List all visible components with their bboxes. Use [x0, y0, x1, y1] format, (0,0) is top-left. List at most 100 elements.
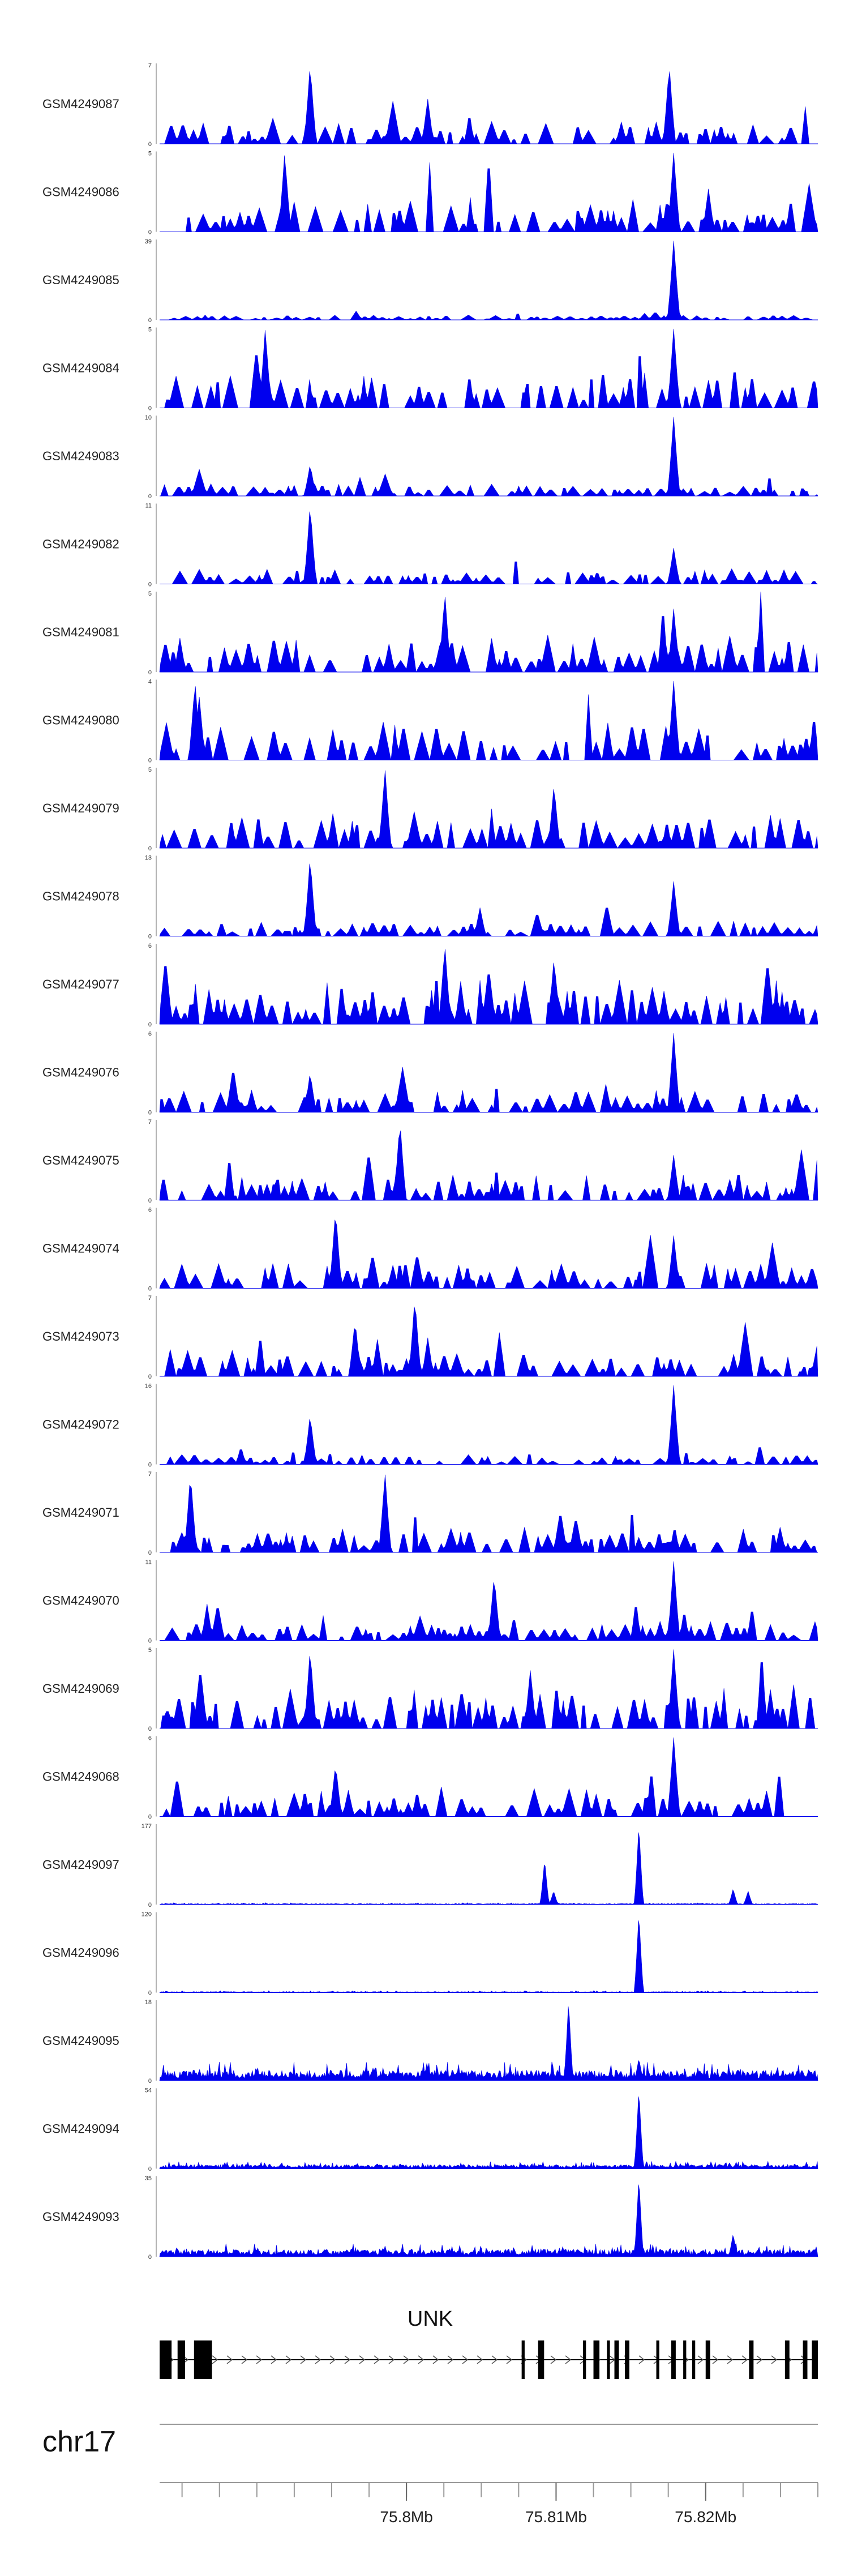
track-ymax-label: 7 [148, 1119, 152, 1126]
exon [683, 2340, 687, 2379]
track-label: GSM4249094 [42, 2122, 119, 2136]
track-label: GSM4249074 [42, 1242, 119, 1256]
track-GSM4249084: GSM4249084 5 0 [42, 327, 818, 412]
exon [749, 2340, 754, 2379]
track-GSM4249079: GSM4249079 5 0 [42, 767, 818, 852]
exon [194, 2340, 212, 2379]
track-label: GSM4249073 [42, 1329, 119, 1343]
exon [593, 2340, 600, 2379]
strand-arrow [447, 2355, 454, 2364]
strand-arrow [212, 2355, 218, 2364]
exon [671, 2340, 676, 2379]
track-ymax-label: 18 [145, 1999, 152, 2006]
track-ymin-label: 0 [148, 1462, 152, 1469]
track-GSM4249097: GSM4249097 177 0 [42, 1823, 818, 1909]
gene-exons [160, 2340, 818, 2379]
track-ymin-label: 0 [148, 317, 152, 324]
track-ymax-label: 39 [145, 238, 152, 245]
coverage-area [159, 1920, 818, 1993]
track-GSM4249086: GSM4249086 5 0 [42, 151, 818, 236]
strand-arrow [388, 2355, 395, 2364]
strand-arrow [271, 2355, 277, 2364]
track-ymax-label: 10 [145, 414, 152, 421]
track-GSM4249077: GSM4249077 6 0 [42, 943, 818, 1028]
track-label: GSM4249085 [42, 273, 119, 287]
exon [803, 2340, 808, 2379]
coverage-area [159, 591, 818, 673]
strand-arrow [403, 2355, 410, 2364]
track-GSM4249083: GSM4249083 10 0 [42, 414, 818, 500]
track-ymax-label: 5 [148, 1647, 152, 1654]
track-ymin-label: 0 [148, 1110, 152, 1116]
coverage-tracks: GSM424908770GSM424908650GSM4249085390GSM… [42, 62, 818, 2261]
strand-arrow [359, 2355, 366, 2364]
exon [177, 2340, 185, 2379]
track-ymin-label: 0 [148, 229, 152, 236]
track-ymax-label: 6 [148, 1207, 152, 1214]
exon [538, 2340, 544, 2379]
strand-arrow [315, 2355, 321, 2364]
track-label: GSM4249075 [42, 1153, 119, 1167]
exon [705, 2340, 710, 2379]
track-ymin-label: 0 [148, 758, 152, 764]
track-ymax-label: 16 [145, 1383, 152, 1390]
track-ymax-label: 7 [148, 1295, 152, 1302]
track-ymin-label: 0 [148, 405, 152, 412]
coverage-area [160, 1474, 818, 1553]
strand-arrow [550, 2355, 557, 2364]
coverage-area [160, 1306, 818, 1377]
track-label: GSM4249097 [42, 1858, 119, 1872]
coverage-area [159, 1832, 818, 1905]
track-ymin-label: 0 [148, 934, 152, 940]
track-ymin-label: 0 [148, 493, 152, 500]
track-GSM4249071: GSM4249071 7 0 [42, 1471, 818, 1556]
exon [656, 2340, 659, 2379]
strand-arrow [771, 2355, 778, 2364]
exon [614, 2340, 619, 2379]
exon [692, 2340, 696, 2379]
track-label: GSM4249093 [42, 2210, 119, 2224]
coverage-area [160, 152, 818, 233]
track-ymin-label: 0 [148, 1373, 152, 1380]
track-ymin-label: 0 [148, 1286, 152, 1293]
exon [521, 2340, 525, 2379]
track-label: GSM4249071 [42, 1505, 119, 1520]
strand-arrow [741, 2355, 748, 2364]
track-ymin-label: 0 [148, 1902, 152, 1909]
track-ymax-label: 6 [148, 1735, 152, 1742]
gene-track: UNK [160, 2307, 818, 2379]
track-GSM4249082: GSM4249082 11 0 [42, 503, 818, 588]
track-ymin-label: 0 [148, 669, 152, 676]
track-label: GSM4249086 [42, 185, 119, 199]
strand-arrow [756, 2355, 763, 2364]
coverage-area [159, 2096, 818, 2169]
track-ymax-label: 5 [148, 327, 152, 333]
track-label: GSM4249081 [42, 625, 119, 639]
exon [607, 2340, 610, 2379]
track-ymax-label: 7 [148, 62, 152, 69]
track-label: GSM4249068 [42, 1770, 119, 1784]
track-ymax-label: 5 [148, 590, 152, 597]
track-label: GSM4249084 [42, 361, 119, 375]
strand-arrow [418, 2355, 424, 2364]
axis-tick-label: 75.82Mb [675, 2508, 736, 2526]
track-GSM4249095: GSM4249095 18 0 [42, 1999, 818, 2085]
track-ymin-label: 0 [148, 141, 152, 148]
coverage-area [159, 2184, 818, 2257]
track-GSM4249072: GSM4249072 16 0 [42, 1383, 818, 1469]
track-ymax-label: 5 [148, 151, 152, 157]
track-ymin-label: 0 [148, 1990, 152, 1997]
strand-arrow [432, 2355, 439, 2364]
track-GSM4249078: GSM4249078 13 0 [42, 855, 818, 940]
track-ymax-label: 6 [148, 1031, 152, 1038]
track-ymax-label: 35 [145, 2175, 152, 2182]
track-label: GSM4249083 [42, 449, 119, 463]
coverage-area [159, 1130, 818, 1201]
track-label: GSM4249079 [42, 801, 119, 815]
track-ymin-label: 0 [148, 2078, 152, 2085]
strand-arrow [712, 2355, 719, 2364]
track-label: GSM4249076 [42, 1066, 119, 1080]
gene-strand-arrows [168, 2355, 807, 2364]
strand-arrow [329, 2355, 336, 2364]
